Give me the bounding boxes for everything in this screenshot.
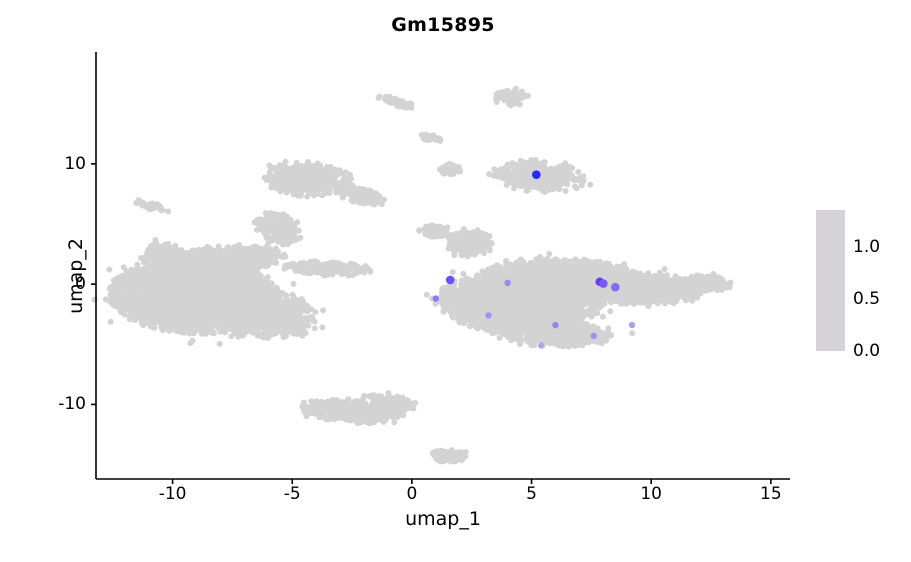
page-title: Gm15895 [391,14,495,36]
scatter-points-layer [91,85,734,465]
expressing-cell-point [445,275,455,285]
colorbar-tick-label: 0.5 [853,288,881,309]
x-tick-label: 0 [406,484,418,504]
x-tick-label: 15 [760,484,782,504]
colorbar-tick-label: 0.0 [853,341,881,361]
x-tick-label: 5 [526,484,537,504]
x-tick-label: 10 [640,484,663,504]
expressing-cell-point [590,332,597,340]
x-axis-label: umap_1 [405,508,481,530]
x-tick-label: -10 [158,484,187,504]
y-tick-label: 10 [64,153,86,174]
expressing-cell-point [599,279,608,288]
axes-spines [95,52,790,480]
expressing-cell-point [532,170,541,179]
colorbar-gradient [816,210,845,351]
y-tick-label: 0 [75,274,86,295]
colorbar-tick-label: 1.0 [853,236,881,257]
x-tick-label: -5 [283,484,301,504]
expressing-cell-point [628,321,636,329]
expressing-cell-point [504,279,511,287]
expressing-cell-point [485,312,492,319]
y-tick-label: -10 [58,394,86,415]
expressing-cell-point [432,295,440,302]
y-axis-label: umap_2 [65,238,87,314]
expressing-cell-point [552,321,559,329]
axes-ticks [91,163,772,484]
expressing-cell-point [537,342,545,349]
expressing-cell-point [611,282,620,292]
